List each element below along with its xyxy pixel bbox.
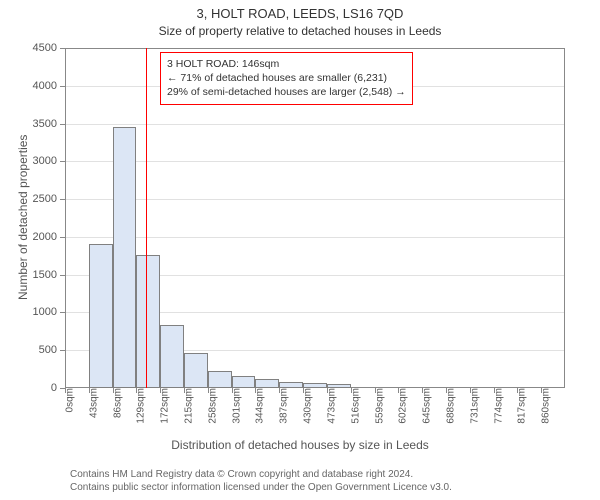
xtick-label: 688sqm xyxy=(439,388,456,424)
annotation-line: ← 71% of detached houses are smaller (6,… xyxy=(167,71,406,85)
histogram-bar xyxy=(113,127,137,388)
footer-text: Contains HM Land Registry data © Crown c… xyxy=(70,468,452,494)
ytick-label: 2000 xyxy=(33,231,65,243)
chart-title-main: 3, HOLT ROAD, LEEDS, LS16 7QD xyxy=(0,6,600,21)
histogram-bar xyxy=(89,244,113,388)
ytick-label: 4500 xyxy=(33,42,65,54)
ytick-label: 4000 xyxy=(33,80,65,92)
chart-title-sub: Size of property relative to detached ho… xyxy=(0,24,600,38)
histogram-bar xyxy=(232,376,256,388)
reference-line xyxy=(146,48,147,388)
gridline xyxy=(65,237,565,238)
xtick-label: 774sqm xyxy=(487,388,504,424)
xtick-label: 344sqm xyxy=(249,388,266,424)
xtick-label: 817sqm xyxy=(511,388,528,424)
xtick-label: 215sqm xyxy=(178,388,195,424)
annotation-box: 3 HOLT ROAD: 146sqm← 71% of detached hou… xyxy=(160,52,413,105)
histogram-bar xyxy=(255,379,279,388)
histogram-bar xyxy=(136,255,160,388)
ytick-label: 1000 xyxy=(33,306,65,318)
gridline xyxy=(65,161,565,162)
xtick-label: 430sqm xyxy=(297,388,314,424)
ytick-label: 3000 xyxy=(33,155,65,167)
xtick-label: 43sqm xyxy=(82,388,99,418)
y-axis-label: Number of detached properties xyxy=(16,135,30,300)
xtick-label: 258sqm xyxy=(201,388,218,424)
xtick-label: 559sqm xyxy=(368,388,385,424)
xtick-label: 860sqm xyxy=(535,388,552,424)
footer-line-1: Contains HM Land Registry data © Crown c… xyxy=(70,468,452,481)
histogram-bar xyxy=(184,353,208,389)
xtick-label: 86sqm xyxy=(106,388,123,418)
xtick-label: 516sqm xyxy=(344,388,361,424)
xtick-label: 473sqm xyxy=(320,388,337,424)
plot-area: 0500100015002000250030003500400045000sqm… xyxy=(65,48,565,388)
footer-line-2: Contains public sector information licen… xyxy=(70,481,452,494)
xtick-label: 172sqm xyxy=(154,388,171,424)
x-axis-label: Distribution of detached houses by size … xyxy=(0,438,600,452)
ytick-label: 2500 xyxy=(33,193,65,205)
xtick-label: 0sqm xyxy=(59,388,76,412)
xtick-label: 129sqm xyxy=(130,388,147,424)
gridline xyxy=(65,124,565,125)
gridline xyxy=(65,199,565,200)
ytick-label: 3500 xyxy=(33,118,65,130)
xtick-label: 387sqm xyxy=(273,388,290,424)
xtick-label: 301sqm xyxy=(225,388,242,424)
ytick-label: 500 xyxy=(39,344,65,356)
chart-container: 3, HOLT ROAD, LEEDS, LS16 7QD Size of pr… xyxy=(0,0,600,500)
annotation-line: 29% of semi-detached houses are larger (… xyxy=(167,85,406,99)
ytick-label: 1500 xyxy=(33,269,65,281)
xtick-label: 731sqm xyxy=(463,388,480,424)
histogram-bar xyxy=(160,325,184,388)
annotation-line: 3 HOLT ROAD: 146sqm xyxy=(167,57,406,71)
xtick-label: 602sqm xyxy=(392,388,409,424)
xtick-label: 645sqm xyxy=(416,388,433,424)
histogram-bar xyxy=(208,371,232,388)
